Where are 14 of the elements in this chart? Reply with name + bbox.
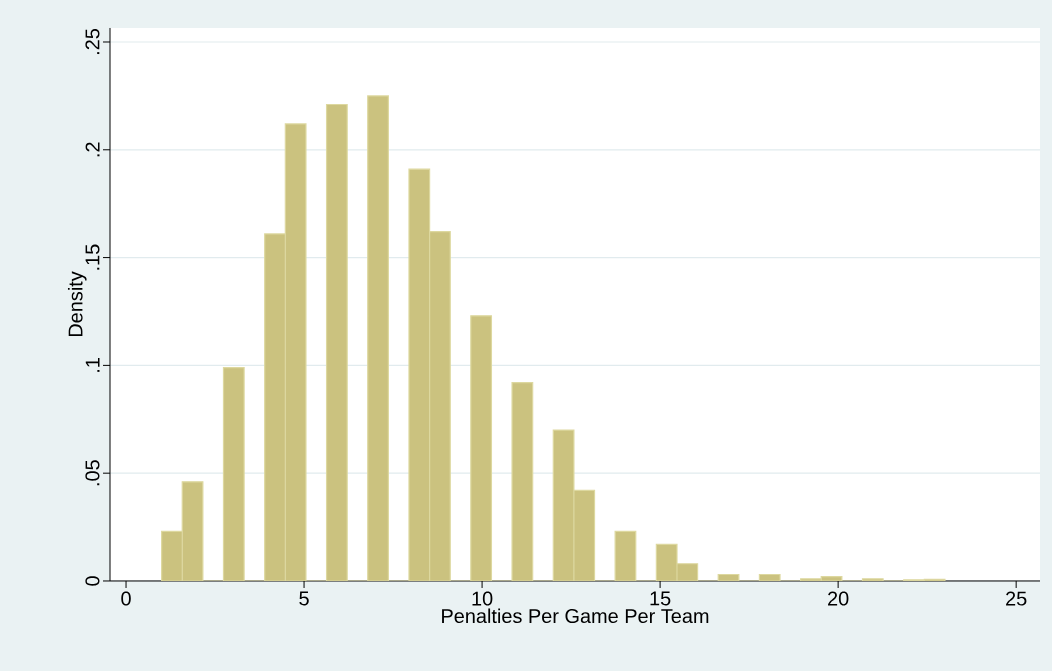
y-tick-label: .25 (85, 28, 100, 55)
x-tick-label: 20 (828, 591, 849, 606)
x-tick-label: 15 (650, 591, 671, 606)
x-tick-label: 10 (472, 591, 493, 606)
x-tick-label: 0 (121, 591, 131, 606)
y-tick-label: .05 (85, 460, 100, 486)
x-tick-label: 25 (1006, 591, 1027, 606)
y-axis-title: Density (67, 271, 87, 337)
y-tick-label: .2 (85, 142, 100, 157)
y-tick-label: .15 (85, 244, 100, 270)
y-tick-label: 0 (85, 576, 100, 586)
x-tick-label: 5 (299, 591, 309, 606)
y-tick-label: .1 (85, 358, 100, 372)
x-axis-title: Penalties Per Game Per Team (442, 608, 709, 624)
